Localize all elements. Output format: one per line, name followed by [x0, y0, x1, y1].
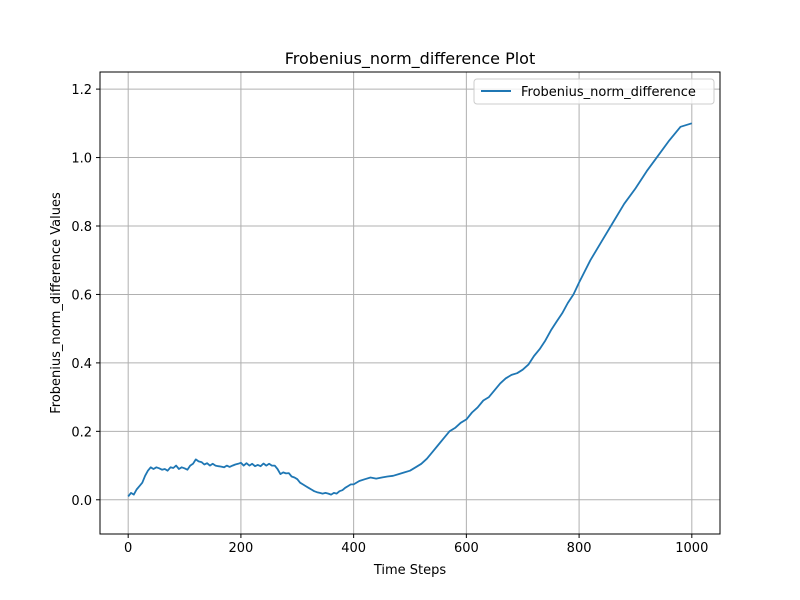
y-tick-label: 1.2 [71, 83, 92, 98]
x-tick-label: 400 [341, 541, 366, 556]
y-tick-label: 0.0 [71, 494, 92, 509]
x-axis-label: Time Steps [373, 563, 447, 578]
legend-label: Frobenius_norm_difference [521, 85, 696, 100]
plot-frame [99, 71, 721, 535]
x-axis: 0 200 400 600 800 1000 [124, 534, 708, 556]
x-tick-label: 0 [124, 541, 132, 556]
y-axis-label: Frobenius_norm_difference Values [49, 192, 64, 414]
chart-title: Frobenius_norm_difference Plot [285, 49, 536, 69]
legend: Frobenius_norm_difference [473, 78, 715, 105]
x-tick-label: 1000 [675, 541, 708, 556]
series-layer [127, 122, 693, 497]
y-tick-label: 0.8 [71, 220, 92, 235]
x-tick-label: 600 [454, 541, 479, 556]
y-tick-label: 0.4 [71, 357, 92, 372]
grid [100, 72, 720, 534]
legend-box [473, 78, 715, 105]
y-axis: 0.0 0.2 0.4 0.6 0.8 1.0 1.2 [71, 83, 100, 509]
x-tick-label: 800 [567, 541, 592, 556]
y-tick-label: 0.2 [71, 425, 92, 440]
x-tick-label: 200 [228, 541, 253, 556]
y-tick-label: 0.6 [71, 288, 92, 303]
plot-area [100, 72, 720, 534]
y-tick-label: 1.0 [71, 152, 92, 167]
series-line [127, 122, 693, 497]
